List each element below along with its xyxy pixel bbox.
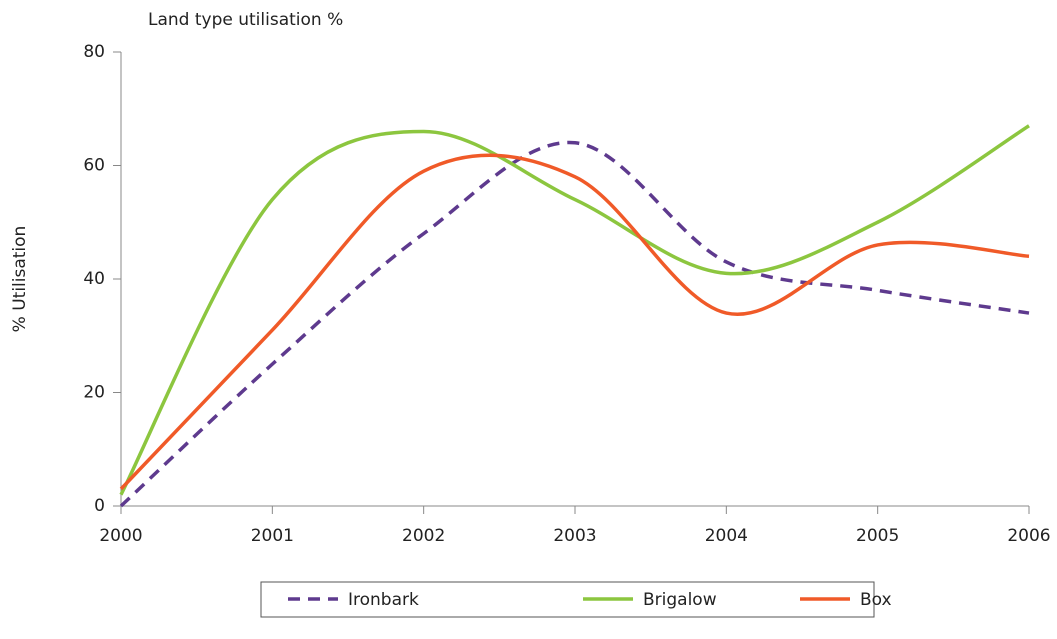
y-axis-label: % Utilisation xyxy=(10,226,30,333)
x-tick-label: 2001 xyxy=(251,526,294,546)
x-tick-label: 2006 xyxy=(1007,526,1050,546)
legend-label: Ironbark xyxy=(348,590,419,610)
x-tick-label: 2000 xyxy=(99,526,142,546)
x-tick-label: 2003 xyxy=(553,526,596,546)
legend-label: Brigalow xyxy=(643,590,717,610)
chart-title: Land type utilisation % xyxy=(148,10,343,30)
legend-box xyxy=(260,581,875,618)
series-line xyxy=(119,153,1030,491)
x-tick-label: 2004 xyxy=(705,526,748,546)
y-tick-label: 40 xyxy=(83,269,105,289)
y-tick-label: 0 xyxy=(94,496,105,516)
series-line xyxy=(119,140,1030,508)
x-tick-label: 2005 xyxy=(856,526,899,546)
y-tick-label: 60 xyxy=(83,156,105,176)
x-tick-label: 2002 xyxy=(402,526,445,546)
legend-label: Box xyxy=(860,590,892,610)
series-line xyxy=(119,124,1030,496)
y-tick-label: 20 xyxy=(83,383,105,403)
y-tick-label: 80 xyxy=(83,42,105,62)
